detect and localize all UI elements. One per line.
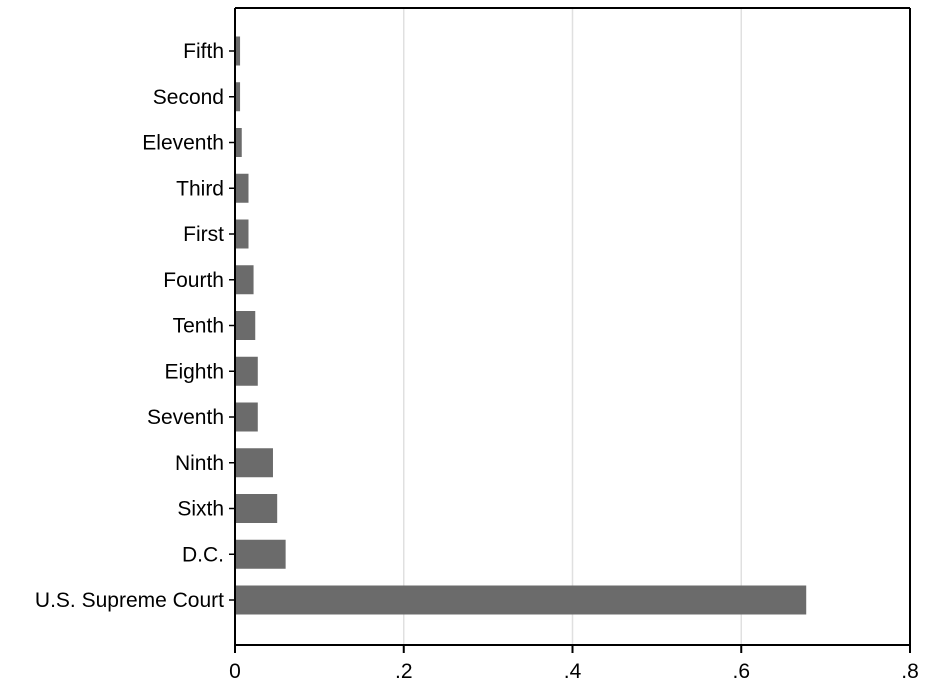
x-tick-label: .2 — [395, 660, 413, 683]
x-tick-label: 0 — [229, 660, 241, 683]
category-label: Fifth — [183, 40, 224, 63]
bar — [235, 356, 258, 386]
bar — [235, 128, 242, 157]
category-label: D.C. — [182, 543, 224, 566]
category-labels: Fifth Second Eleventh Third First Fourth Tenth… — [35, 40, 224, 612]
bar — [235, 402, 258, 432]
category-label: Seventh — [147, 406, 224, 429]
category-label: First — [183, 223, 224, 246]
category-label: Eighth — [164, 360, 224, 383]
bar — [235, 585, 807, 615]
bar — [235, 311, 256, 340]
category-label: Tenth — [173, 315, 224, 338]
bar — [235, 173, 249, 203]
category-label: Third — [176, 177, 224, 200]
bar — [235, 82, 241, 112]
category-label: Fourth — [163, 269, 224, 292]
category-label: U.S. Supreme Court — [35, 589, 224, 612]
grid-lines — [403, 8, 742, 645]
x-tick-label: .8 — [901, 660, 919, 683]
category-label: Sixth — [177, 498, 224, 521]
bar — [235, 448, 273, 478]
category-label: Ninth — [175, 452, 224, 475]
axes — [229, 7, 911, 653]
category-label: Second — [153, 86, 224, 109]
bar — [235, 494, 278, 523]
x-tick-labels: 0 .2 .4 .6 .8 — [229, 660, 919, 683]
bar — [235, 219, 249, 249]
x-tick-label: .6 — [732, 660, 750, 683]
bar — [235, 36, 241, 66]
category-label: Eleventh — [142, 132, 224, 155]
bar — [235, 539, 286, 569]
bars — [235, 36, 807, 615]
bar — [235, 265, 254, 295]
x-tick-label: .4 — [564, 660, 582, 683]
